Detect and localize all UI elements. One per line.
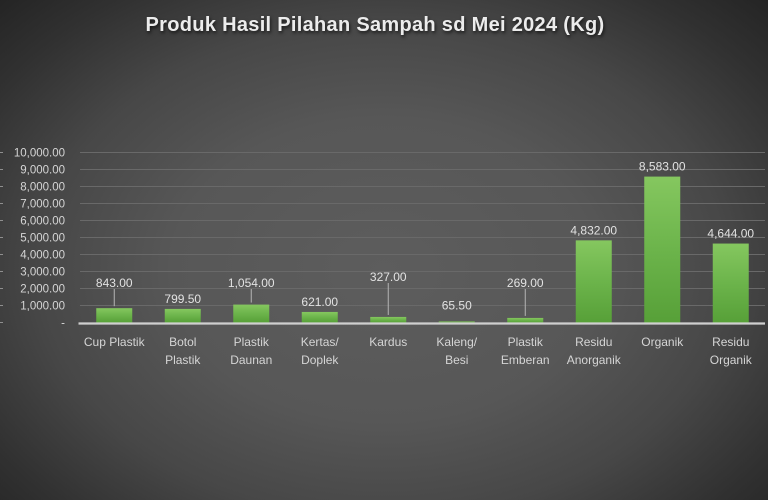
data-label: 621.00 — [301, 295, 338, 309]
bar — [575, 240, 612, 323]
y-axis-label: 9,000.00 — [20, 165, 65, 177]
bar — [164, 308, 201, 323]
y-axis-label: 3,000.00 — [20, 267, 65, 279]
bar — [438, 321, 475, 323]
x-axis-label: Botol — [169, 335, 196, 349]
x-axis-label: Residu — [575, 335, 612, 349]
data-label: 4,832.00 — [570, 223, 617, 237]
bar — [96, 308, 133, 323]
bar — [233, 304, 270, 323]
data-label: 8,583.00 — [639, 160, 686, 174]
data-label: 269.00 — [507, 276, 544, 290]
x-axis-label: Doplek — [301, 353, 339, 367]
y-axis-label: 7,000.00 — [20, 199, 65, 211]
x-axis-label: Emberan — [501, 353, 550, 367]
bar — [644, 176, 681, 323]
data-label: 843.00 — [96, 276, 133, 290]
x-axis-label: Organik — [641, 335, 684, 349]
x-axis-label: Plastik — [165, 353, 201, 367]
bar — [301, 311, 338, 323]
x-axis-label: Kertas/ — [301, 335, 340, 349]
bar — [712, 243, 749, 323]
y-axis-label: 4,000.00 — [20, 250, 65, 262]
chart-title: Produk Hasil Pilahan Sampah sd Mei 2024 … — [145, 14, 605, 36]
x-axis-label: Anorganik — [567, 353, 622, 367]
x-axis-label: Plastik — [508, 335, 544, 349]
data-label: 65.50 — [442, 298, 472, 312]
data-label: 4,644.00 — [707, 227, 754, 241]
x-axis-label: Residu — [712, 335, 749, 349]
y-axis-label: 10,000.00 — [14, 148, 65, 160]
x-axis-label: Plastik — [234, 335, 270, 349]
bar — [370, 316, 407, 323]
x-axis-label: Daunan — [230, 353, 272, 367]
bar — [507, 317, 544, 323]
y-axis-label: - — [61, 318, 65, 330]
x-axis-label: Organik — [710, 353, 753, 367]
x-axis-label: Besi — [445, 353, 468, 367]
data-label: 1,054.00 — [228, 276, 275, 290]
y-axis-label: 1,000.00 — [20, 301, 65, 313]
y-axis-label: 8,000.00 — [20, 182, 65, 194]
x-axis-label: Kaleng/ — [436, 335, 477, 349]
x-axis-label: Kardus — [369, 335, 407, 349]
data-label: 799.50 — [164, 292, 201, 306]
y-axis-label: 2,000.00 — [20, 284, 65, 296]
x-axis-label: Cup Plastik — [84, 335, 146, 349]
y-axis-label: 6,000.00 — [20, 216, 65, 228]
y-axis-label: 5,000.00 — [20, 233, 65, 245]
data-label: 327.00 — [370, 270, 407, 284]
